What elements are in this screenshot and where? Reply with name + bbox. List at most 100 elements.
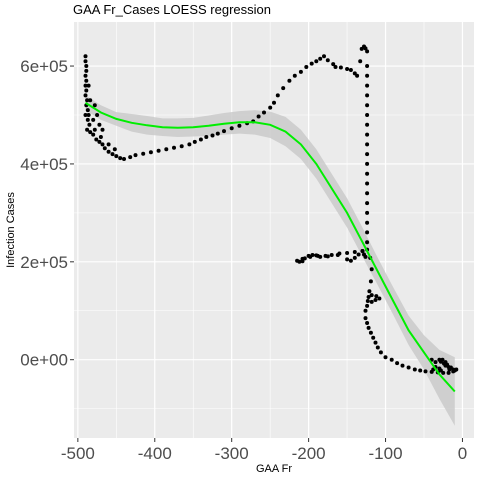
data-point <box>365 142 370 147</box>
data-point <box>262 110 266 115</box>
data-point <box>318 56 323 61</box>
data-point <box>365 181 370 186</box>
y-axis-label: Infection Cases <box>5 192 17 268</box>
data-point <box>365 132 370 137</box>
data-point <box>329 253 334 257</box>
data-point <box>91 117 96 122</box>
data-point <box>373 298 378 302</box>
data-point <box>84 64 89 68</box>
data-point <box>325 254 330 259</box>
data-point <box>345 67 350 71</box>
data-point <box>287 78 292 83</box>
data-point <box>300 256 305 261</box>
y-tick-label: 2e+05 <box>20 253 68 272</box>
data-point <box>358 59 363 64</box>
grid-major <box>74 22 474 438</box>
data-point <box>85 117 90 122</box>
data-point <box>369 293 374 298</box>
data-point <box>446 370 451 375</box>
data-point <box>83 93 88 98</box>
data-point <box>366 325 371 330</box>
data-point <box>365 161 370 166</box>
data-point <box>292 73 297 78</box>
data-point <box>84 78 89 83</box>
data-point <box>365 113 370 117</box>
data-point <box>128 155 133 160</box>
data-point <box>83 54 88 59</box>
data-point <box>94 137 99 142</box>
data-point <box>222 129 226 134</box>
data-point <box>368 279 373 284</box>
data-point <box>92 103 97 108</box>
x-tick-label: -400 <box>138 444 172 463</box>
data-point <box>84 88 89 93</box>
data-point <box>373 340 378 345</box>
data-point <box>365 240 370 245</box>
data-point <box>304 65 309 69</box>
data-point <box>133 153 138 158</box>
data-point <box>438 368 443 373</box>
loess-fit-line <box>84 101 456 393</box>
scatter-points <box>83 44 459 375</box>
data-point <box>98 135 103 139</box>
data-point <box>374 294 379 299</box>
chart-title: GAA Fr_Cases LOESS regression <box>73 2 271 17</box>
x-axis: -500 -400 -300 -200 -100 0 <box>61 438 467 463</box>
data-point <box>85 127 90 132</box>
data-point <box>345 251 350 255</box>
data-point <box>367 289 372 294</box>
data-point <box>88 130 93 135</box>
data-point <box>110 152 115 157</box>
data-point <box>122 157 126 161</box>
data-point <box>440 357 445 362</box>
data-point <box>363 254 368 259</box>
data-point <box>418 368 423 373</box>
data-point <box>360 249 365 253</box>
data-point <box>112 147 117 152</box>
data-point <box>83 59 88 64</box>
data-point <box>309 61 314 66</box>
data-point <box>365 299 370 303</box>
data-point <box>437 357 442 362</box>
data-point <box>365 303 370 308</box>
data-point <box>91 132 96 137</box>
data-point <box>204 135 209 139</box>
data-point <box>454 367 459 372</box>
data-point <box>85 108 90 113</box>
data-point <box>85 98 90 103</box>
x-tick-label: -100 <box>369 444 403 463</box>
data-point <box>86 83 91 88</box>
data-point <box>369 299 374 304</box>
x-axis-label: GAA Fr <box>256 463 292 475</box>
data-point <box>348 68 353 72</box>
data-point <box>87 122 92 127</box>
data-point <box>215 131 220 136</box>
data-point <box>281 86 286 91</box>
data-point <box>325 58 330 63</box>
data-point <box>377 296 382 301</box>
data-point <box>363 308 368 313</box>
y-tick-label: 0e+00 <box>20 351 68 370</box>
data-point <box>365 201 370 206</box>
data-point <box>365 230 370 235</box>
data-point <box>192 139 197 144</box>
data-point <box>95 113 100 117</box>
data-point <box>423 369 428 374</box>
data-point <box>83 113 88 117</box>
data-point <box>272 100 276 105</box>
data-point <box>88 98 93 103</box>
data-point <box>97 122 102 127</box>
data-point <box>148 150 153 155</box>
data-point <box>118 156 123 161</box>
data-point <box>383 355 388 360</box>
data-point <box>314 59 319 64</box>
data-point <box>156 148 161 153</box>
data-point <box>97 139 102 144</box>
data-point <box>275 93 280 98</box>
data-point <box>352 255 357 260</box>
data-point <box>365 220 370 225</box>
data-point <box>400 363 405 368</box>
data-point <box>308 254 313 259</box>
data-point <box>365 321 370 325</box>
